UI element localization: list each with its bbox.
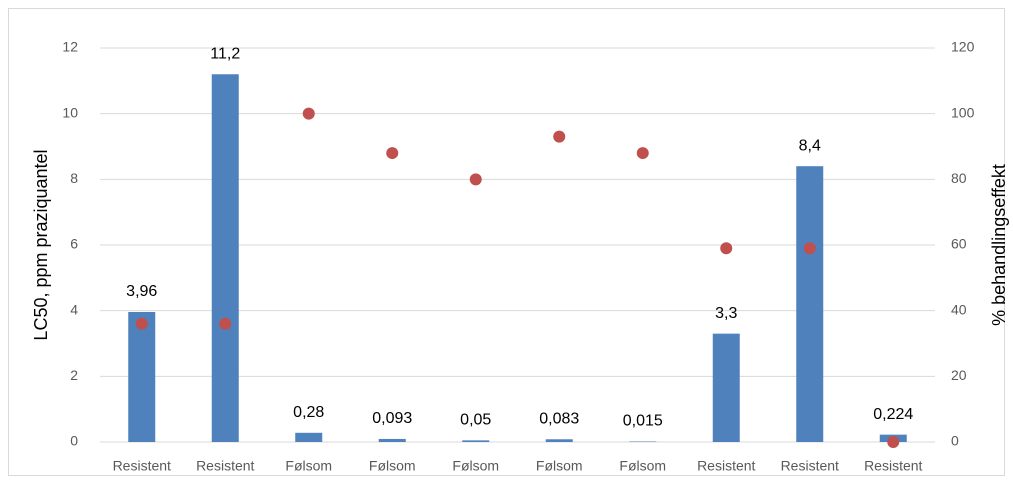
y2-tick-label: 100 bbox=[951, 104, 975, 120]
y2-axis-label: % behandlingseffekt bbox=[989, 164, 1009, 326]
scatter-point bbox=[386, 147, 399, 160]
scatter-point bbox=[803, 242, 816, 255]
bar bbox=[295, 432, 323, 442]
value-label: 8,4 bbox=[799, 137, 821, 154]
value-label: 0,015 bbox=[623, 413, 663, 430]
y2-tick-label: 120 bbox=[951, 39, 975, 55]
y2-tick-label: 80 bbox=[951, 170, 967, 186]
x-tick-label: Følsom bbox=[619, 458, 666, 474]
value-label: 0,28 bbox=[293, 404, 324, 421]
y-tick-label: 6 bbox=[70, 236, 78, 252]
x-tick-label: Resistent bbox=[113, 458, 171, 474]
y2-tick-label: 0 bbox=[951, 433, 959, 449]
value-label: 0,05 bbox=[460, 412, 491, 429]
y2-tick-label: 40 bbox=[951, 301, 967, 317]
y-tick-label: 10 bbox=[62, 104, 78, 120]
y-tick-label: 0 bbox=[70, 433, 78, 449]
scatter-point bbox=[469, 173, 482, 186]
y-tick-label: 2 bbox=[70, 367, 78, 383]
value-label: 3,96 bbox=[126, 283, 157, 300]
scatter-point bbox=[887, 436, 900, 448]
x-tick-label: Resistent bbox=[196, 458, 254, 474]
chart-frame bbox=[8, 8, 1005, 476]
y-tick-label: 4 bbox=[70, 301, 78, 317]
scatter-point bbox=[135, 317, 148, 330]
x-tick-label: Følsom bbox=[369, 458, 416, 474]
bar bbox=[545, 439, 573, 442]
bar bbox=[712, 333, 740, 442]
x-tick-label: Resistent bbox=[864, 458, 922, 474]
scatter-point bbox=[302, 107, 315, 120]
x-tick-label: Følsom bbox=[536, 458, 583, 474]
scatter-point bbox=[720, 242, 733, 255]
x-tick-label: Resistent bbox=[697, 458, 755, 474]
y-tick-label: 12 bbox=[62, 39, 78, 55]
y-axis-label: LC50, ppm praziquantel bbox=[31, 149, 51, 340]
bar bbox=[796, 166, 824, 442]
value-label: 0,224 bbox=[873, 406, 913, 423]
bar bbox=[128, 311, 156, 442]
value-label: 11,2 bbox=[210, 45, 240, 62]
x-tick-label: Resistent bbox=[781, 458, 839, 474]
value-label: 0,093 bbox=[372, 410, 412, 427]
bar bbox=[378, 438, 406, 442]
value-label: 0,083 bbox=[539, 410, 579, 427]
bar bbox=[462, 440, 490, 442]
x-tick-label: Følsom bbox=[452, 458, 499, 474]
y-tick-label: 8 bbox=[70, 170, 78, 186]
scatter-point bbox=[219, 317, 232, 330]
y2-tick-label: 60 bbox=[951, 236, 967, 252]
scatter-point bbox=[636, 147, 649, 160]
x-tick-label: Følsom bbox=[285, 458, 332, 474]
scatter-point bbox=[553, 130, 566, 143]
y2-tick-label: 20 bbox=[951, 367, 967, 383]
value-label: 3,3 bbox=[715, 305, 737, 322]
bar bbox=[211, 74, 239, 443]
